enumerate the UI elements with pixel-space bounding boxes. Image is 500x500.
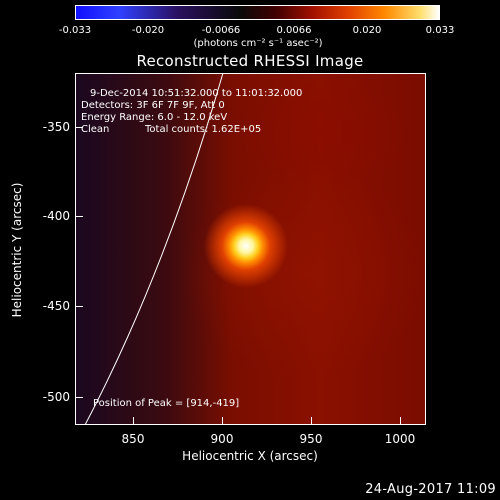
method-text: Clean (81, 124, 110, 135)
x-tick-label: 850 (121, 432, 145, 446)
x-tick-mark (133, 417, 134, 425)
solar-image (75, 73, 426, 425)
limb-curve (84, 73, 224, 425)
peak-position-text: Position of Peak = [914,-419] (93, 398, 240, 409)
colorbar-tick-label: 0.020 (352, 25, 382, 36)
y-tick-mark (75, 306, 83, 307)
color-scale-bar (75, 5, 440, 20)
colorbar-tick-label: -0.0066 (201, 25, 241, 36)
x-tick-mark (311, 417, 312, 425)
x-tick-label: 900 (210, 432, 234, 446)
colorbar-tick-label: -0.033 (58, 25, 92, 36)
x-tick-label: 1000 (384, 432, 416, 446)
colorbar-tick-label: -0.020 (131, 25, 165, 36)
colorbar-units-label: (photons cm⁻² s⁻¹ asec⁻²) (193, 38, 323, 49)
y-tick-label: -400 (42, 209, 70, 223)
total-counts-text: Total counts: 1.62E+05 (145, 124, 262, 135)
y-tick-label: -350 (42, 120, 70, 134)
plot-frame (75, 73, 426, 425)
y-tick-mark (75, 397, 83, 398)
y-tick-mark (75, 127, 83, 128)
energy-range-text: Energy Range: 6.0 - 12.0 keV (81, 112, 228, 123)
y-axis-label: Heliocentric Y (arcsec) (10, 182, 24, 318)
y-tick-label: -450 (42, 299, 70, 313)
x-tick-label: 950 (299, 432, 323, 446)
x-axis-label: Heliocentric X (arcsec) (182, 449, 318, 463)
colorbar-tick-label: 0.033 (425, 25, 455, 36)
y-tick-label: -500 (42, 390, 70, 404)
detectors-text: Detectors: 3F 6F 7F 9F, Att 0 (81, 100, 225, 111)
x-tick-mark (400, 417, 401, 425)
generated-timestamp: 24-Aug-2017 11:09 (365, 482, 496, 497)
colorbar-tick-label: 0.0066 (276, 25, 312, 36)
image-title: Reconstructed RHESSI Image (136, 52, 364, 70)
time-range-text: 9-Dec-2014 10:51:32.000 to 11:01:32.000 (90, 88, 303, 99)
y-tick-mark (75, 216, 83, 217)
x-tick-mark (222, 417, 223, 425)
